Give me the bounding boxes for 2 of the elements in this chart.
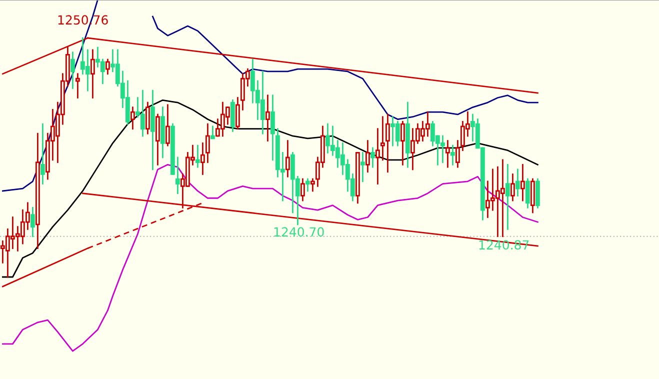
annotation: 1240.87: [479, 240, 529, 250]
annotation: 1240.70: [274, 227, 324, 237]
